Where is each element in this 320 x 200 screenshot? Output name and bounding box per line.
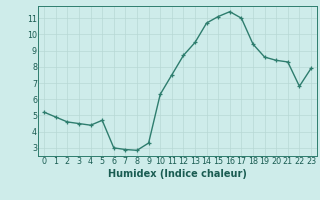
X-axis label: Humidex (Indice chaleur): Humidex (Indice chaleur) — [108, 169, 247, 179]
